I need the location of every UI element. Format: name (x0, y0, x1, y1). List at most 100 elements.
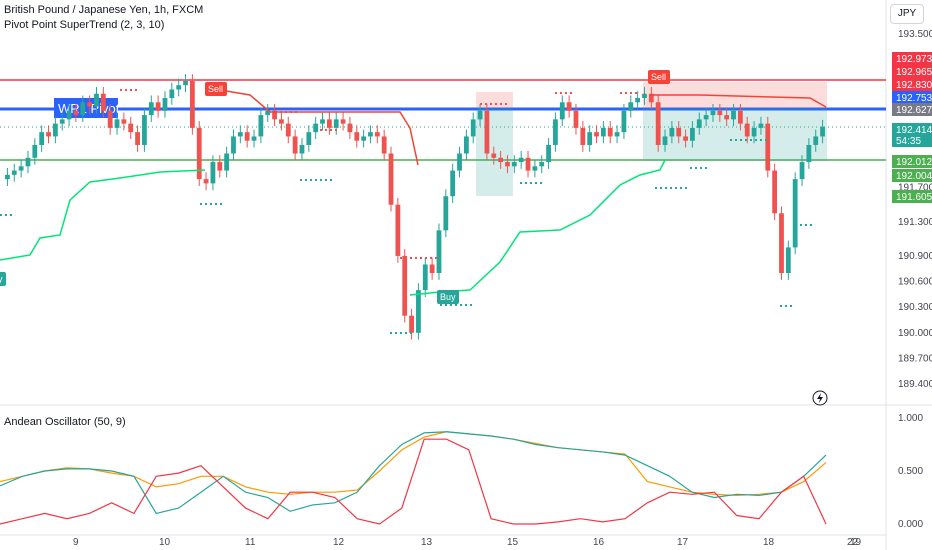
candle-body (46, 132, 51, 137)
candle-body (525, 157, 531, 171)
candle-body (566, 102, 572, 111)
candle-body (39, 132, 45, 145)
candle-body (320, 119, 325, 124)
x-tick-label: 18 (763, 537, 775, 548)
y-tick-label: 193.500 (898, 29, 932, 40)
price-label: 192.414 (896, 125, 932, 136)
signal-buy-label: Buy (0, 274, 3, 284)
candle-body (436, 230, 442, 274)
x-tick-label: 13 (421, 537, 433, 548)
osc-bear-line (0, 438, 827, 525)
candle-body (505, 162, 510, 167)
candle-body (662, 136, 668, 145)
candle-body (313, 123, 319, 133)
candle-body (779, 213, 784, 274)
y-tick-label: 189.400 (898, 379, 932, 390)
candle-body (189, 80, 195, 128)
candle-body (183, 80, 188, 86)
candle-body (710, 110, 716, 116)
candle-body (244, 132, 250, 141)
currency-button[interactable]: JPY (890, 4, 924, 24)
y-tick-label: 190.000 (898, 328, 932, 339)
candle-body (450, 170, 456, 197)
candle-body (59, 119, 65, 124)
candle-body (696, 119, 702, 128)
candle-body (751, 127, 757, 137)
candle-body (224, 153, 230, 171)
price-label-bg (892, 134, 932, 147)
y-tick-label: 191.300 (898, 217, 932, 228)
candle-body (402, 255, 408, 316)
candle-body (820, 126, 825, 137)
candle-body (128, 123, 134, 133)
price-label: 191.605 (896, 192, 932, 203)
price-label: 192.973 (896, 54, 932, 65)
zone-green-box (476, 108, 513, 196)
supertrend-up-line (409, 159, 666, 296)
x-tick-label: 10 (159, 537, 171, 548)
candle-body (368, 132, 373, 137)
candle-body (52, 123, 58, 137)
candle-body (457, 153, 462, 171)
candle-body (100, 93, 106, 111)
candle-body (532, 166, 538, 171)
candle-body (580, 127, 586, 145)
x-tick-label: 15 (507, 537, 519, 548)
candle-body (135, 132, 140, 145)
candle-body (511, 162, 517, 167)
candle-body (416, 290, 421, 333)
x-tick-label: 19 (850, 537, 862, 548)
candle-body (155, 102, 161, 111)
candle-body (258, 115, 264, 137)
candle-body (731, 110, 736, 120)
candle-body (772, 170, 778, 214)
y-tick-label: 190.900 (898, 251, 932, 262)
candle-body (744, 123, 750, 137)
x-tick-label: 11 (245, 537, 256, 548)
candle-body (32, 144, 38, 158)
candle-body (813, 136, 819, 145)
candle-body (655, 102, 661, 145)
candle-body (354, 132, 360, 141)
candle-body (107, 110, 113, 128)
candle-body (642, 93, 647, 99)
price-label-bg (892, 190, 932, 203)
price-label-bg (892, 103, 932, 116)
candle-body (231, 136, 236, 154)
signal-sell-badge (205, 82, 227, 96)
candle-body (717, 110, 723, 116)
osc-signal-line (0, 431, 827, 496)
candle-body (429, 264, 435, 274)
candle-body (237, 132, 243, 137)
candle-body (333, 119, 339, 128)
candle-body (176, 85, 182, 90)
y-tick-label: 190.300 (898, 302, 932, 313)
candle-body (621, 110, 627, 133)
zone-red-box (476, 92, 513, 108)
supertrend-up-line (0, 169, 206, 261)
candle-body (381, 136, 387, 154)
candle-body (607, 127, 613, 137)
y-tick-label: 190.600 (898, 277, 932, 288)
candle-body (87, 102, 93, 107)
candle-body (203, 179, 209, 184)
candle-body (491, 153, 497, 158)
candle-body (326, 119, 332, 128)
candle-body (395, 204, 401, 256)
candle-body (73, 110, 79, 116)
candle-body (799, 162, 805, 180)
candle-body (299, 144, 305, 154)
candle-body (217, 162, 223, 171)
candle-body (676, 127, 682, 137)
candle-body (361, 136, 367, 141)
candle-body (443, 196, 449, 231)
candle-body (539, 162, 545, 167)
candle-body (388, 153, 394, 205)
x-tick-label: 22 (847, 537, 859, 548)
candle-body (94, 93, 99, 107)
candle-body (765, 123, 771, 171)
price-label-bg (892, 123, 932, 136)
lightning-icon-glyph (817, 393, 823, 403)
candle-body (114, 119, 120, 128)
